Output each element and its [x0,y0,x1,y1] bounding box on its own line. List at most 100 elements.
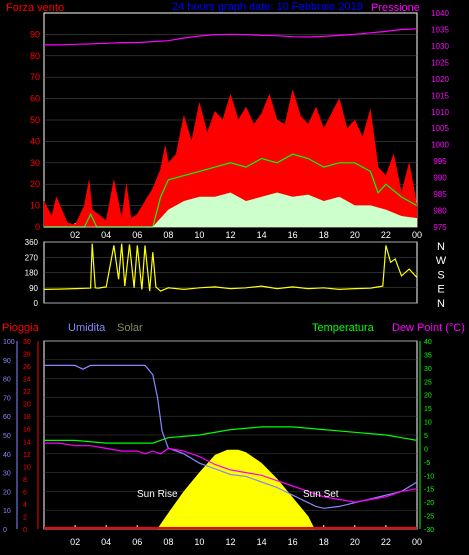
bottom-time-tick-label: 16 [288,537,298,547]
pressure-tick-label: 1035 [431,25,449,34]
top-time-axis-ticks: 02 04 06 08 10 12 14 16 18 20 22 00 [70,230,422,240]
pressure-tick-label: 975 [433,223,447,232]
bottom-time-axis-ticks: 02 04 06 08 10 12 14 16 18 20 22 00 [70,537,422,547]
pressure-tick-label: 1010 [431,108,449,117]
humidity-tick-label: 60 [3,414,11,421]
sunrise-label: Sun Rise [137,489,178,500]
direction-degree-label: 90 [29,284,38,293]
wind-tick-label: 60 [30,94,40,104]
wind-direction-line [43,243,418,292]
top-time-tick-label: 00 [412,230,422,240]
temperature-axis-ticks: -30 -25 -20 -15 -10 -5 0 5 10 15 20 25 30 35 40 [424,339,434,534]
solar-tick-label: 18 [23,414,31,421]
bottom-time-tick-label: 08 [163,537,173,547]
wind-tick-label: 10 [30,201,40,211]
solar-tick-label: 6 [23,489,27,496]
top-time-tick-label: 14 [257,230,267,240]
temperature-tick-label: 15 [424,406,432,413]
bottom-time-tick-label: 06 [132,537,142,547]
chart-title: 24 hours graph date: 10 Febbraio 2019 [172,1,363,13]
direction-degree-ticks: 0 90 180 270 360 [25,238,39,308]
humidity-line [44,364,418,509]
solar-tick-label: 12 [23,452,31,459]
humidity-label: Umidita [68,322,106,334]
compass-label: N [437,241,445,253]
solar-tick-label: 2 [23,514,27,521]
temperature-tick-label: -5 [424,460,430,467]
pressure-line [44,28,418,46]
direction-degree-label: 0 [34,299,39,308]
temperature-label: Temperatura [312,322,375,334]
wind-force-label: Forza vento [6,2,64,14]
rain-label: Pioggia [2,322,40,334]
direction-degree-label: 360 [25,238,39,247]
temperature-tick-label: 5 [424,433,428,440]
solar-tick-label: 8 [23,477,27,484]
bottom-time-tick-label: 22 [381,537,391,547]
compass-label: E [437,284,444,296]
temperature-tick-label: 30 [424,366,432,373]
temperature-tick-label: -20 [424,500,434,507]
direction-degree-label: 270 [25,253,39,262]
wind-average-area [44,192,418,228]
wind-tick-label: 30 [30,158,40,168]
wind-tick-label: 80 [30,51,40,61]
wind-tick-label: 90 [30,29,40,39]
pressure-tick-label: 990 [433,174,447,183]
temperature-tick-label: -15 [424,487,434,494]
bottom-time-tick-label: 02 [70,537,80,547]
temperature-tick-label: -30 [424,527,434,534]
solar-area [157,449,315,530]
bottom-time-tick-label: 14 [257,537,267,547]
temperature-line [44,426,418,444]
wind-tick-label: 20 [30,179,40,189]
compass-label: N [437,298,445,310]
wind-series [43,28,418,228]
sunset-label: Sun Set [303,489,339,500]
top-time-tick-label: 02 [70,230,80,240]
top-time-tick-label: 20 [350,230,360,240]
solar-tick-label: 0 [23,527,27,534]
temperature-tick-label: 25 [424,379,432,386]
wind-gust-area [43,89,418,228]
solar-tick-label: 20 [23,402,31,409]
humidity-tick-label: 70 [3,395,11,402]
solar-tick-label: 24 [23,377,31,384]
top-time-tick-label: 06 [132,230,142,240]
temperature-tick-label: 35 [424,352,432,359]
bottom-time-tick-label: 10 [194,537,204,547]
temperature-tick-label: 10 [424,420,432,427]
humidity-tick-label: 10 [3,508,11,515]
solar-tick-label: 16 [23,427,31,434]
pressure-tick-label: 1005 [431,124,449,133]
solar-label: Solar [117,322,143,334]
humidity-tick-label: 50 [3,433,11,440]
pressure-axis-ticks: 975 980 985 990 995 1000 1005 1010 1015 1020 1025 1… [431,9,449,232]
temperature-tick-label: -25 [424,514,434,521]
bottom-time-tick-label: 12 [225,537,235,547]
humidity-tick-label: 20 [3,489,11,496]
solar-tick-label: 4 [23,502,27,509]
wind-tick-label: 40 [30,136,40,146]
pressure-tick-label: 995 [433,157,447,166]
direction-degree-label: 180 [25,269,39,278]
temperature-tick-label: -10 [424,473,434,480]
humidity-tick-label: 90 [3,358,11,365]
top-time-tick-label: 08 [163,230,173,240]
top-time-tick-label: 18 [319,230,329,240]
solar-tick-label: 22 [23,389,31,396]
humidity-tick-label: 30 [3,471,11,478]
dew-point-line [44,442,418,503]
top-time-tick-label: 16 [288,230,298,240]
bottom-time-tick-label: 18 [319,537,329,547]
pressure-label: Pressione [371,2,420,14]
solar-tick-label: 14 [23,439,31,446]
compass-label: S [437,269,444,281]
wind-tick-label: 0 [35,222,40,232]
wind-tick-label: 70 [30,72,40,82]
direction-grid [44,241,417,304]
pressure-tick-label: 985 [433,190,447,199]
